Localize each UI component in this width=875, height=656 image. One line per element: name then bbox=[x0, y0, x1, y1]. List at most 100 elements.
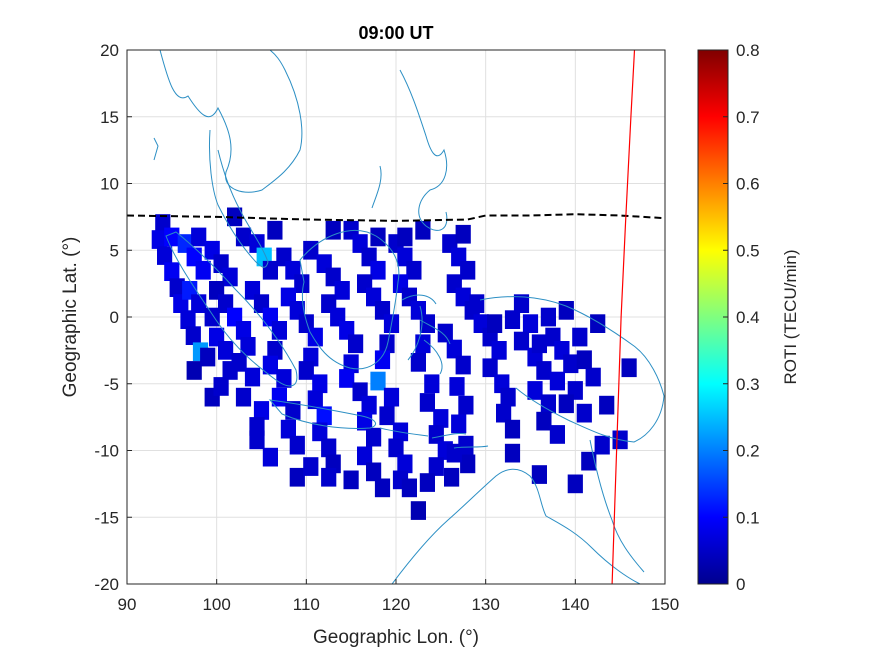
roti-cell bbox=[599, 395, 615, 415]
y-tick-label: -5 bbox=[104, 375, 119, 394]
x-tick-label: 140 bbox=[561, 595, 589, 614]
roti-cell bbox=[262, 260, 278, 280]
roti-cell bbox=[576, 350, 592, 370]
roti-cell bbox=[482, 358, 498, 378]
roti-cell bbox=[458, 435, 474, 455]
y-tick-label: 0 bbox=[110, 308, 119, 327]
coastline-sumatra bbox=[165, 231, 298, 387]
roti-cell bbox=[289, 435, 305, 455]
roti-cell bbox=[424, 374, 440, 394]
roti-cell bbox=[383, 387, 400, 407]
colorbar-ticks: 0.8 0.7 0.6 0.5 0.4 0.3 0.2 0.1 0 bbox=[723, 41, 760, 594]
roti-cell bbox=[428, 425, 444, 444]
roti-cell bbox=[491, 341, 507, 360]
coastline-lesser-sunda bbox=[379, 427, 489, 449]
roti-cell bbox=[235, 227, 252, 247]
roti-cell bbox=[186, 361, 202, 380]
roti-cell bbox=[370, 260, 386, 280]
roti-cell bbox=[289, 467, 305, 487]
x-axis-label: Geographic Lon. (°) bbox=[313, 627, 479, 648]
roti-cell bbox=[191, 294, 207, 313]
roti-cell bbox=[249, 430, 265, 450]
roti-cell bbox=[343, 470, 359, 490]
roti-cell bbox=[334, 281, 350, 300]
roti-cell bbox=[585, 367, 601, 387]
roti-cell bbox=[558, 301, 574, 320]
roti-cell bbox=[458, 395, 474, 415]
colorbar-tick-label: 0.4 bbox=[736, 308, 760, 327]
x-tick-label: 130 bbox=[471, 595, 499, 614]
roti-cell bbox=[307, 327, 323, 347]
roti-cell bbox=[504, 443, 521, 463]
roti-cell bbox=[312, 422, 328, 442]
magnetic-equator-dashed-line bbox=[127, 213, 665, 222]
roti-cell bbox=[419, 393, 435, 412]
roti-cell bbox=[303, 457, 319, 476]
roti-cell bbox=[451, 414, 467, 434]
roti-cell bbox=[531, 465, 547, 484]
roti-cell bbox=[410, 353, 426, 372]
roti-cell bbox=[549, 425, 565, 444]
coastlines bbox=[153, 50, 665, 584]
roti-cell bbox=[285, 401, 301, 420]
roti-cell bbox=[549, 371, 565, 391]
y-tick-label: -20 bbox=[94, 575, 119, 594]
coastline-sulawesi bbox=[401, 294, 451, 375]
roti-cell bbox=[271, 321, 287, 340]
colorbar-tick-label: 0.2 bbox=[736, 442, 760, 461]
roti-cell bbox=[180, 310, 196, 329]
roti-cell bbox=[366, 427, 382, 447]
roti-cell bbox=[195, 260, 211, 280]
roti-cell bbox=[581, 451, 597, 471]
roti-cell bbox=[185, 326, 201, 345]
roti-cell bbox=[357, 411, 373, 431]
roti-cell bbox=[316, 406, 332, 426]
y-axis-label: Geographic Lat. (°) bbox=[60, 237, 81, 398]
roti-cell bbox=[419, 473, 435, 492]
x-tick-label: 150 bbox=[651, 595, 679, 614]
colorbar-label: ROTI (TECU/min) bbox=[781, 249, 800, 384]
roti-cell bbox=[433, 409, 449, 428]
roti-cell bbox=[280, 419, 296, 439]
roti-cell bbox=[262, 355, 278, 375]
roti-cell bbox=[222, 267, 238, 287]
roti-cell bbox=[415, 220, 431, 240]
roti-cells bbox=[151, 207, 637, 520]
roti-cell bbox=[231, 353, 247, 372]
roti-cell bbox=[455, 355, 471, 375]
y-tick-label: 5 bbox=[110, 241, 119, 260]
roti-cell bbox=[321, 438, 337, 458]
roti-cell bbox=[151, 230, 167, 249]
roti-cell bbox=[469, 294, 485, 313]
coastline-philippines bbox=[399, 69, 448, 231]
roti-cell bbox=[235, 321, 252, 340]
roti-cell bbox=[379, 406, 395, 426]
roti-cell bbox=[590, 314, 606, 333]
roti-cell bbox=[204, 307, 220, 327]
roti-cell bbox=[169, 278, 185, 297]
roti-cell bbox=[357, 446, 373, 466]
roti-cell bbox=[262, 447, 278, 467]
roti-cell bbox=[410, 501, 426, 520]
y-axis-ticks: 20 15 10 5 0 -5 -10 -15 -20 bbox=[94, 41, 132, 594]
roti-cell bbox=[504, 419, 521, 439]
roti-cell bbox=[374, 350, 391, 370]
roti-cell bbox=[437, 323, 453, 343]
roti-cell bbox=[303, 240, 319, 260]
roti-cell bbox=[348, 334, 364, 354]
roti-cell bbox=[500, 387, 516, 407]
roti-cell bbox=[397, 454, 413, 474]
roti-cell bbox=[191, 227, 207, 247]
roti-cell bbox=[428, 457, 444, 476]
roti-cell bbox=[271, 387, 287, 407]
roti-cell bbox=[227, 207, 243, 227]
roti-cell bbox=[558, 394, 574, 414]
roti-cell bbox=[267, 220, 283, 240]
y-tick-label: -15 bbox=[94, 508, 119, 527]
roti-cell bbox=[200, 347, 216, 367]
roti-cell bbox=[312, 374, 328, 394]
roti-cell bbox=[267, 341, 283, 360]
roti-cell bbox=[513, 294, 530, 313]
roti-cell bbox=[253, 401, 270, 420]
roti-cell bbox=[567, 474, 583, 494]
